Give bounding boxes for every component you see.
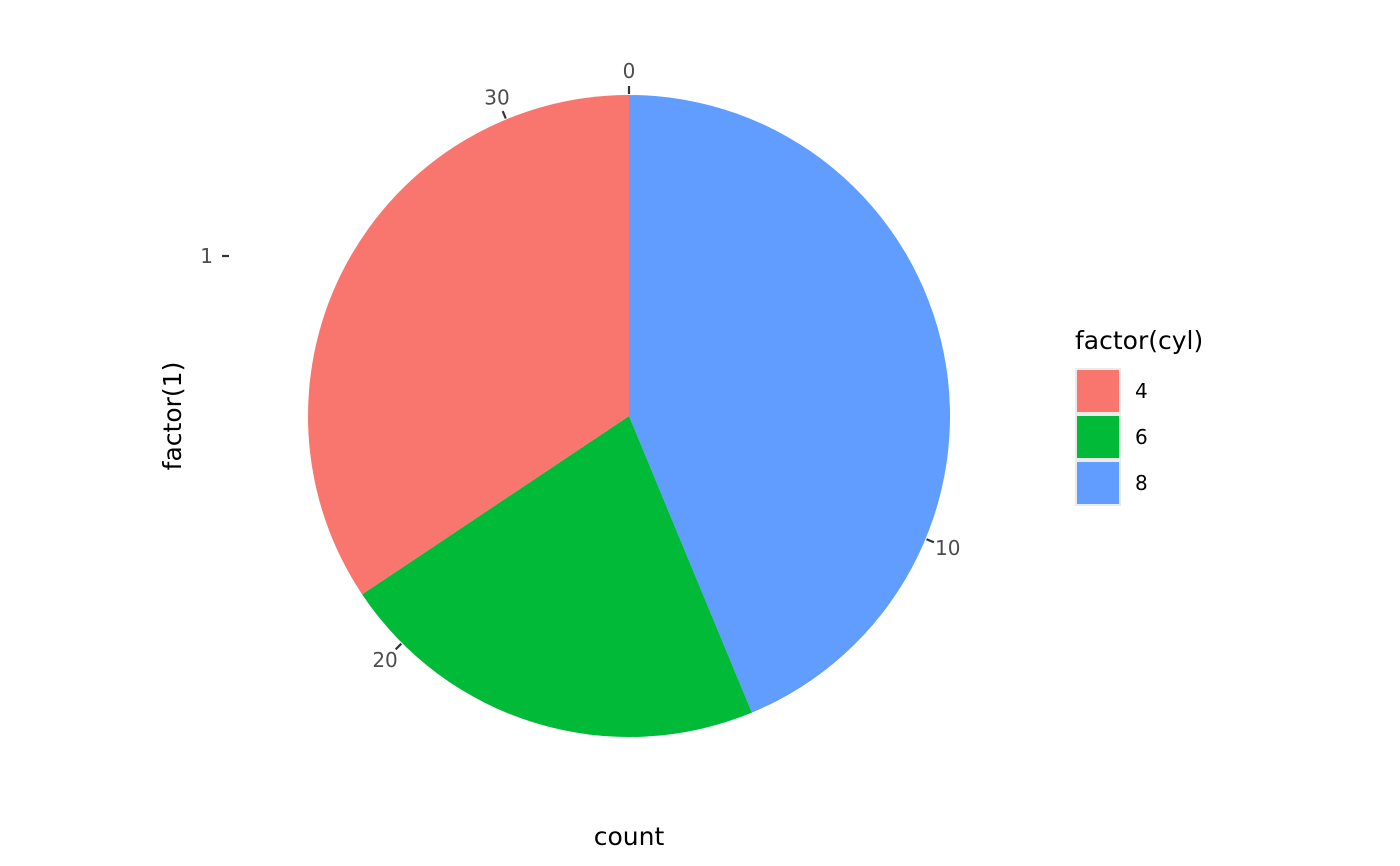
legend-label-6: 6 xyxy=(1135,425,1148,449)
legend-label-8: 8 xyxy=(1135,471,1148,495)
theta-tick-label-0: 0 xyxy=(623,59,636,83)
pie-slice-8 xyxy=(629,95,951,713)
legend-entry-8: 8 xyxy=(1075,460,1148,506)
legend-label-4: 4 xyxy=(1135,379,1148,403)
y-axis-title: factor(1) xyxy=(158,362,187,471)
legend-title: factor(cyl) xyxy=(1075,326,1203,355)
pie-slices xyxy=(308,95,951,738)
pie-slice-6 xyxy=(362,416,752,738)
legend-key-8 xyxy=(1075,460,1121,506)
theta-axis-ticks: 0 10 20 30 xyxy=(372,59,960,672)
legend: factor(cyl) 4 6 8 xyxy=(1075,326,1203,506)
theta-tick-mark-30 xyxy=(501,110,507,119)
x-axis-title: count xyxy=(594,822,665,851)
theta-tick-label-30: 30 xyxy=(484,85,509,109)
y-tick-label: 1 xyxy=(200,244,213,268)
theta-tick-mark-20 xyxy=(394,642,403,651)
pie-slice-4 xyxy=(308,95,629,595)
legend-key-6 xyxy=(1075,414,1121,460)
theta-tick-label-10: 10 xyxy=(935,536,960,560)
legend-entry-4: 4 xyxy=(1075,368,1148,414)
legend-key-4 xyxy=(1075,368,1121,414)
legend-entry-6: 6 xyxy=(1075,414,1148,460)
theta-tick-mark-10 xyxy=(926,538,935,544)
theta-tick-label-20: 20 xyxy=(372,648,397,672)
